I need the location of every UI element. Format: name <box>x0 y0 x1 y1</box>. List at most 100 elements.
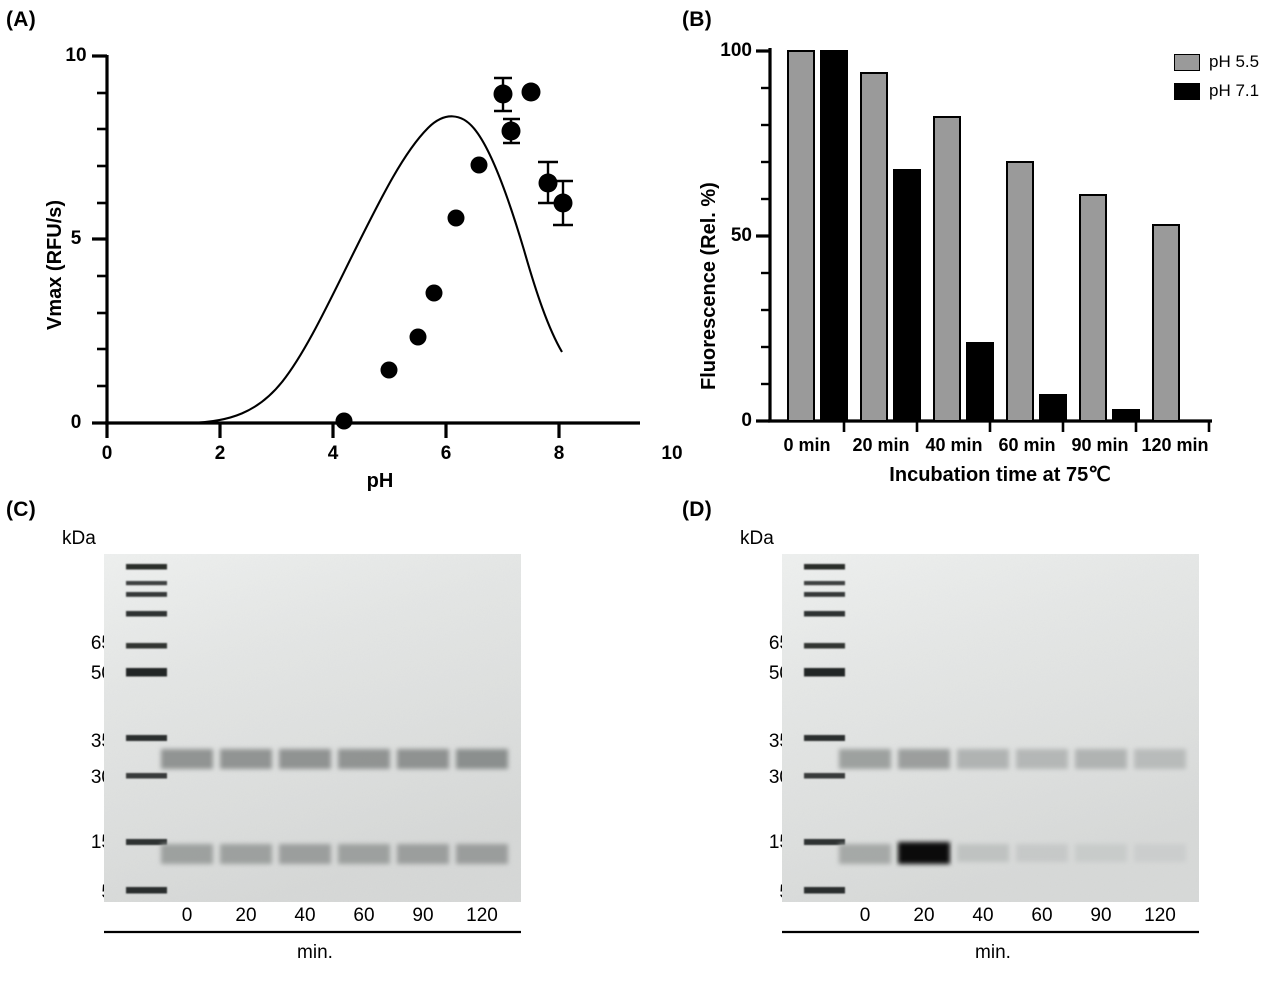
data-point <box>380 361 398 379</box>
protein-band <box>338 749 390 769</box>
lane-label-20: 20 <box>913 905 935 926</box>
sample-bands-c <box>161 749 508 864</box>
bar <box>860 72 888 422</box>
bar <box>820 50 848 422</box>
ladder-lane <box>804 564 845 894</box>
protein-band <box>279 844 331 864</box>
x-axis-title: pH <box>366 470 394 492</box>
data-point <box>425 284 443 302</box>
ladder-band <box>126 581 167 586</box>
lane-label-90: 90 <box>1090 905 1112 926</box>
panel-b-label: (B) <box>682 8 713 31</box>
protein-band <box>1075 844 1127 862</box>
legend-item-ph71: pH 7.1 <box>1174 81 1259 101</box>
data-point <box>447 209 465 227</box>
y-tick-label-50: 50 <box>730 225 752 246</box>
protein-band <box>338 844 390 864</box>
ladder-band <box>126 668 167 677</box>
data-point <box>470 156 488 174</box>
x-tick-label-0: 0 <box>101 443 113 464</box>
x-tick-label-4: 4 <box>327 443 339 464</box>
fit-curve <box>189 115 563 425</box>
x-category-label-0: 0 min <box>783 435 831 455</box>
y-tick-label-0: 0 <box>741 410 752 431</box>
x-category-ticks <box>842 421 1211 432</box>
legend-swatch-icon <box>1174 82 1200 100</box>
x-ticks <box>105 423 561 438</box>
panel-a-label: (A) <box>6 8 37 31</box>
x-tick-label-8: 8 <box>553 443 565 464</box>
ladder-band <box>126 839 167 845</box>
bar <box>787 50 815 422</box>
panel-d: (D) kDa 65 50 35 30 15 5 <box>640 492 1280 985</box>
protein-band <box>898 842 950 864</box>
protein-band <box>397 844 449 864</box>
x-category-label-60: 60 min <box>998 435 1056 455</box>
data-point <box>501 121 521 141</box>
panel-c-label: (C) <box>6 498 37 521</box>
ladder-band <box>126 564 167 570</box>
y-tick-label-10: 10 <box>65 45 87 66</box>
protein-band <box>456 749 508 769</box>
panel-b: (B) <box>640 0 1280 492</box>
bar <box>893 169 921 422</box>
axis-caption: min. <box>975 942 1011 963</box>
ladder-band <box>804 611 845 617</box>
x-category-label-40: 40 min <box>925 435 983 455</box>
panel-a: (A) <box>0 0 683 492</box>
panel-c: (C) kDa 65 50 35 30 15 5 <box>0 492 640 985</box>
lane-label-120: 120 <box>1144 905 1176 926</box>
bar <box>966 342 994 422</box>
x-axis-title: Incubation time at 75℃ <box>889 464 1111 486</box>
data-point <box>521 82 541 102</box>
protein-band <box>1134 844 1186 862</box>
gel-image-c <box>104 554 521 934</box>
ladder-band <box>804 887 845 894</box>
kda-header: kDa <box>740 528 774 549</box>
protein-band <box>456 844 508 864</box>
protein-band <box>1075 749 1127 769</box>
lane-label-20: 20 <box>235 905 257 926</box>
protein-band <box>898 749 950 769</box>
ladder-band <box>804 643 845 649</box>
bar <box>1006 161 1034 422</box>
kda-header: kDa <box>62 528 96 549</box>
lane-label-40: 40 <box>972 905 994 926</box>
sample-bands-d <box>839 749 1186 864</box>
lane-label-120: 120 <box>466 905 498 926</box>
bar <box>1112 409 1140 422</box>
bar <box>933 116 961 422</box>
y-tick-label-100: 100 <box>720 40 752 61</box>
legend-label: pH 5.5 <box>1209 52 1260 71</box>
bar <box>1152 224 1180 422</box>
protein-band <box>220 749 272 769</box>
protein-band <box>839 749 891 769</box>
panel-b-plot <box>756 48 1212 432</box>
data-point <box>538 173 558 193</box>
legend: pH 5.5 pH 7.1 <box>1174 52 1259 110</box>
bar <box>1039 394 1067 422</box>
lane-label-0: 0 <box>181 905 193 926</box>
lane-label-40: 40 <box>294 905 316 926</box>
y-tick-label-0: 0 <box>70 412 82 433</box>
y-axis-title: Vmax (RFU/s) <box>44 199 66 330</box>
ladder-band <box>804 592 845 597</box>
legend-item-ph55: pH 5.5 <box>1174 52 1259 72</box>
lane-label-0: 0 <box>859 905 871 926</box>
x-category-label-120: 120 min <box>1141 435 1209 455</box>
axis-caption: min. <box>297 942 333 963</box>
legend-swatch-icon <box>1174 53 1200 71</box>
ladder-band <box>804 564 845 570</box>
protein-band <box>279 749 331 769</box>
bars-ph71 <box>820 50 1140 422</box>
y-axis-title: Fluorescence (Rel. %) <box>698 182 720 390</box>
ladder-band <box>804 735 845 741</box>
protein-band <box>161 844 213 864</box>
data-point <box>409 328 427 346</box>
panel-d-label: (D) <box>682 498 713 521</box>
x-tick-label-10: 10 <box>661 443 683 464</box>
protein-band <box>957 844 1009 862</box>
ladder-band <box>804 839 845 845</box>
lane-label-60: 60 <box>353 905 375 926</box>
